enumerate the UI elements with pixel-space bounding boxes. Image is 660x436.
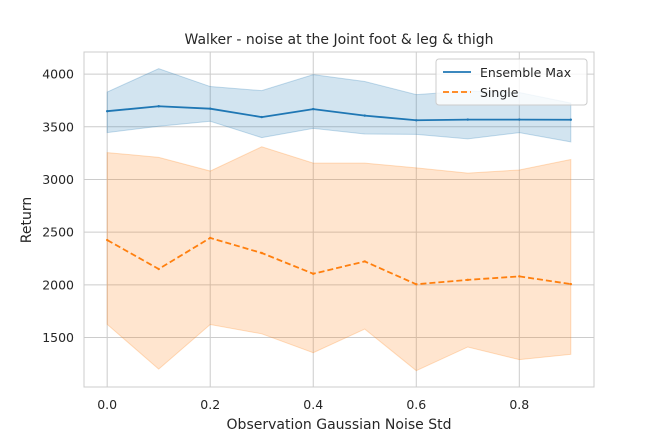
point-single xyxy=(466,278,469,282)
x-tick-label: 0.6 xyxy=(406,397,426,412)
point-single xyxy=(260,251,263,255)
y-tick-label: 3500 xyxy=(42,119,74,134)
x-tick-label: 0.0 xyxy=(97,397,117,412)
y-tick-labels: 1500 2000 2500 3000 3500 4000 xyxy=(42,67,74,345)
plot-area xyxy=(83,51,595,388)
y-axis-label: Return xyxy=(19,197,35,243)
point-single xyxy=(518,275,521,278)
legend-box xyxy=(435,58,588,106)
point-single xyxy=(415,283,418,286)
y-tick-label: 4000 xyxy=(42,67,74,82)
legend: Ensemble Max Single xyxy=(435,58,588,106)
x-tick-labels: 0.0 0.2 0.4 0.6 0.8 xyxy=(97,397,529,412)
confidence-bands xyxy=(106,68,572,372)
y-tick-label: 2000 xyxy=(42,277,74,292)
point-ensemble-max xyxy=(415,119,418,122)
point-ensemble-max xyxy=(466,118,469,121)
point-ensemble-max xyxy=(569,118,573,121)
point-ensemble-max xyxy=(363,114,366,117)
y-tick-label: 1500 xyxy=(42,330,74,345)
y-tick-label: 2500 xyxy=(42,225,74,240)
point-single xyxy=(209,236,212,240)
x-tick-label: 0.8 xyxy=(509,397,529,412)
point-single xyxy=(105,238,109,242)
series-lines xyxy=(105,105,573,286)
point-ensemble-max xyxy=(105,110,109,113)
legend-label-ensemble-max: Ensemble Max xyxy=(480,65,571,80)
line-ensemble-max xyxy=(107,105,571,122)
chart-title: Walker - noise at the Joint foot & leg &… xyxy=(185,32,494,48)
point-single xyxy=(569,282,573,286)
x-tick-label: 0.4 xyxy=(303,397,323,412)
line-single xyxy=(106,237,571,286)
band-ensemble-max xyxy=(106,68,572,143)
x-axis-label: Observation Gaussian Noise Std xyxy=(227,417,452,433)
point-ensemble-max xyxy=(209,107,212,110)
band-single xyxy=(106,146,572,372)
point-ensemble-max xyxy=(260,115,263,119)
point-ensemble-max xyxy=(518,118,521,121)
point-ensemble-max xyxy=(157,105,160,108)
point-ensemble-max xyxy=(312,107,315,111)
x-tick-label: 0.2 xyxy=(200,397,220,412)
point-single xyxy=(157,267,160,271)
y-tick-label: 3000 xyxy=(42,172,74,187)
point-single xyxy=(363,260,366,263)
legend-label-single: Single xyxy=(480,85,519,100)
point-single xyxy=(312,272,315,275)
